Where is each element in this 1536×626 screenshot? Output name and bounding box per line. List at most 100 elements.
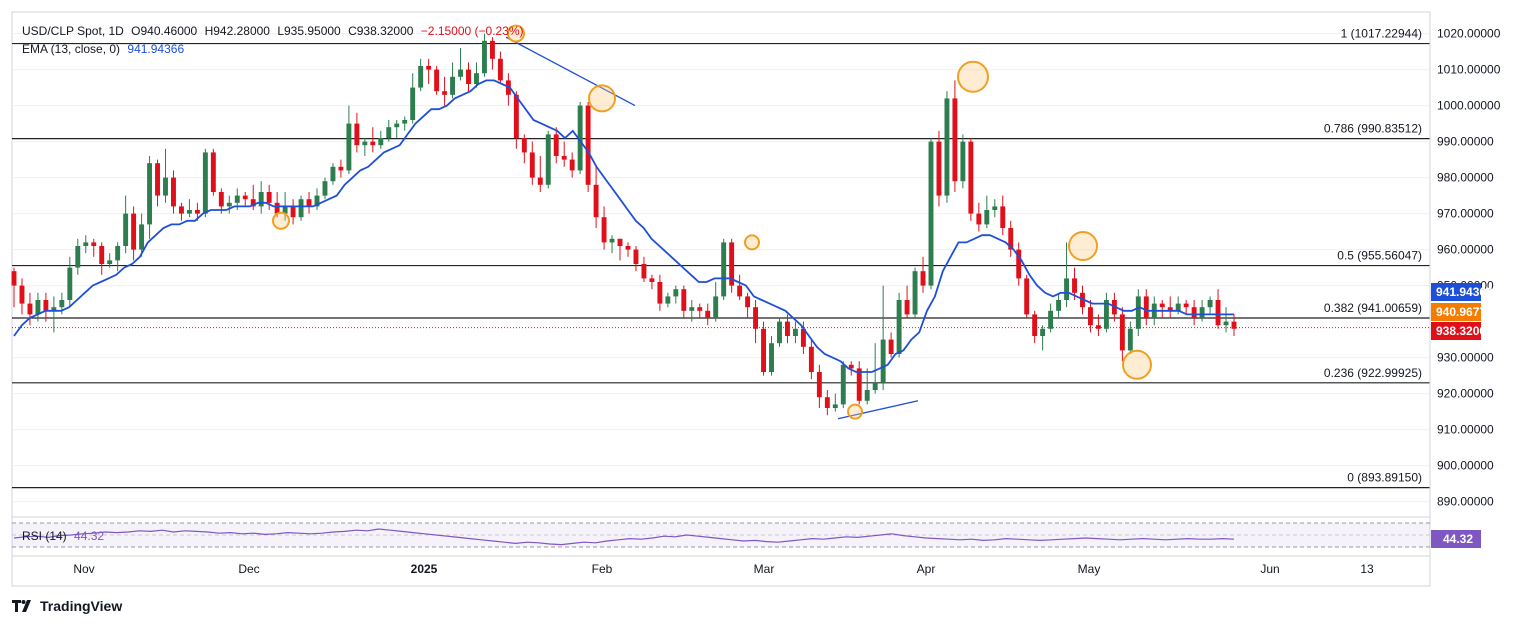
candle-down	[753, 307, 759, 329]
candle-up	[1056, 300, 1062, 311]
candle-down	[856, 368, 862, 401]
candle-down	[242, 195, 248, 200]
time-tick-label: Feb	[592, 562, 613, 576]
candle-down	[1159, 303, 1165, 308]
candle-up	[163, 177, 168, 196]
candle-up	[960, 141, 966, 182]
low-value: L935.95000	[277, 24, 341, 38]
ema-label[interactable]: EMA (13, close, 0)	[22, 42, 121, 56]
candle-down	[936, 141, 942, 196]
candle-up	[59, 300, 65, 308]
candle-down	[824, 397, 830, 408]
candle-down	[553, 134, 559, 156]
candle-down	[952, 98, 958, 182]
open-price-tag: 940.96772	[1436, 305, 1493, 319]
rsi-legend: RSI (14) 44.32	[22, 529, 108, 543]
candle-down	[1095, 325, 1101, 329]
candle-down	[737, 285, 743, 297]
rsi-value-tag: 44.32	[1443, 532, 1473, 546]
candle-down	[131, 213, 137, 250]
candle-down	[1191, 307, 1197, 318]
candle-down	[370, 141, 376, 146]
candle-down	[1143, 296, 1149, 318]
candle-up	[665, 296, 671, 304]
highlight-circle	[1068, 231, 1098, 261]
candle-down	[43, 300, 49, 311]
last-price-tag: 938.32000	[1436, 324, 1493, 338]
candle-up	[864, 390, 870, 401]
candle-down	[529, 152, 535, 178]
candle-down	[657, 282, 663, 304]
candle-down	[1167, 307, 1173, 311]
candle-up	[1064, 278, 1070, 300]
candle-up	[67, 267, 73, 300]
candle-down	[593, 184, 599, 218]
candle-up	[386, 127, 392, 138]
price-tick-label: 930.00000	[1437, 351, 1494, 365]
candle-up	[840, 364, 846, 405]
candle-up	[147, 163, 153, 225]
candle-up	[418, 66, 424, 88]
price-tick-label: 920.00000	[1437, 387, 1494, 401]
candle-down	[633, 249, 639, 264]
candle-down	[617, 238, 623, 246]
highlight-circle	[272, 211, 290, 230]
candle-down	[306, 199, 312, 207]
candle-up	[1207, 300, 1213, 308]
ema-legend-value: 941.94366	[127, 42, 185, 56]
candle-down	[155, 163, 160, 196]
highlight-circle	[1122, 349, 1152, 380]
ema-legend: EMA (13, close, 0) 941.94366	[22, 42, 188, 56]
candle-down	[976, 213, 982, 225]
plot-frame	[11, 11, 1431, 587]
candle-up	[689, 307, 695, 311]
candle-down	[354, 123, 360, 146]
time-tick-label: Apr	[917, 562, 936, 576]
candle-down	[1215, 300, 1221, 326]
candle-down	[99, 246, 105, 264]
symbol-label[interactable]: USD/CLP Spot, 1D	[22, 24, 124, 38]
candle-down	[1032, 314, 1038, 336]
candle-down	[816, 372, 822, 398]
rsi-label[interactable]: RSI (14)	[22, 529, 67, 543]
candle-up	[792, 328, 798, 336]
candle-down	[569, 159, 575, 171]
highlight-circle	[847, 403, 863, 420]
candle-down	[601, 217, 607, 243]
candle-up	[402, 120, 408, 124]
candle-up	[282, 206, 288, 214]
rsi-tag-bg	[1431, 530, 1481, 548]
candle-down	[1183, 303, 1189, 308]
candle-down	[705, 310, 711, 318]
highlight-circle	[588, 84, 616, 113]
brand-name: TradingView	[40, 598, 123, 614]
candle-up	[35, 300, 41, 315]
candle-up	[1040, 328, 1046, 336]
candle-up	[1175, 303, 1181, 311]
tradingview-logo[interactable]: TradingView	[12, 598, 122, 614]
price-tick-label: 1010.00000	[1437, 63, 1501, 77]
rsi-legend-value: 44.32	[74, 529, 105, 543]
candle-down	[513, 94, 519, 138]
open-value: O940.46000	[131, 24, 198, 38]
candle-up	[234, 195, 240, 203]
candle-down	[904, 300, 910, 315]
candle-down	[1072, 278, 1077, 293]
candle-down	[11, 271, 17, 286]
candle-up	[115, 246, 121, 261]
candle-down	[178, 206, 184, 214]
time-tick-label: 13	[1360, 562, 1374, 576]
candle-up	[912, 271, 918, 315]
candle-up	[832, 404, 838, 408]
candle-up	[410, 87, 416, 120]
candle-up	[1135, 296, 1141, 329]
highlight-circle	[507, 24, 525, 43]
candle-up	[1223, 321, 1229, 326]
candle-down	[338, 166, 344, 171]
candle-up	[577, 105, 583, 171]
candle-up	[769, 343, 774, 372]
candle-up	[330, 166, 336, 182]
candle-up	[928, 141, 934, 286]
candle-down	[91, 242, 97, 246]
